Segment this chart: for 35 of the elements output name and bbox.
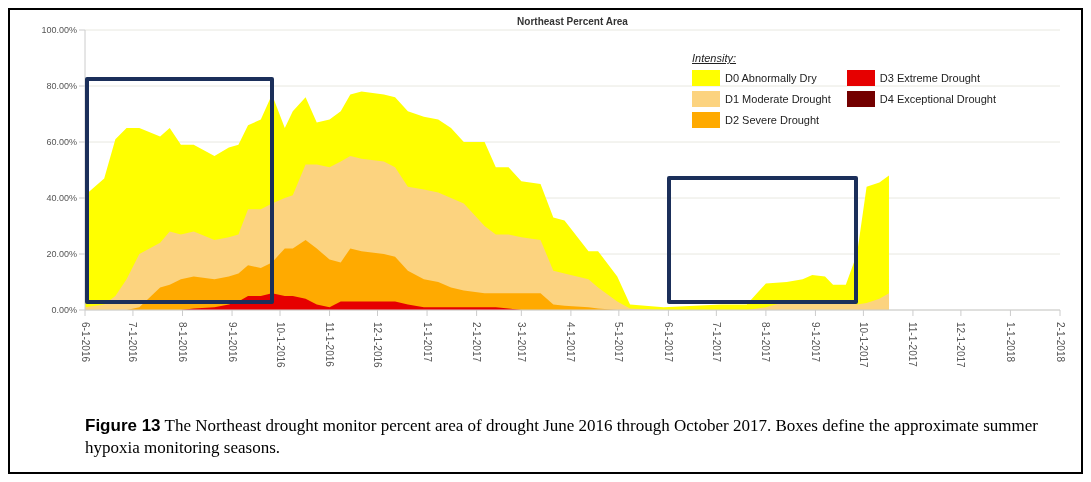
x-tick-label: 11-1-2017 (907, 322, 919, 368)
x-tick-label: 7-1-2017 (710, 322, 722, 363)
y-tick-label: 20.00% (46, 249, 77, 260)
y-tick-label: 100.00% (41, 25, 77, 36)
caption: Figure 13 (85, 416, 161, 435)
x-tick-label: 6-1-2017 (662, 322, 674, 363)
x-tick-label: 8-1-2017 (760, 322, 772, 363)
legend-label: D1 Moderate Drought (725, 93, 831, 105)
x-tick-label: 11-1-2016 (324, 322, 336, 368)
chart-title: Northeast Percent Area (516, 16, 629, 27)
x-tick-label: 12-1-2017 (955, 322, 967, 369)
x-tick-label: 5-1-2017 (613, 322, 625, 363)
y-tick-label: 60.00% (46, 137, 77, 148)
x-tick-label: 8-1-2016 (177, 322, 188, 363)
x-tick-label: 2-1-2018 (1054, 322, 1066, 363)
x-tick-label: 4-1-2017 (565, 322, 577, 363)
x-tick-label: 7-1-2016 (127, 322, 139, 363)
x-tick-label: 1-1-2018 (1004, 322, 1016, 363)
x-tick-label: 9-1-2016 (226, 322, 238, 363)
legend-label: D2 Severe Drought (725, 114, 820, 126)
x-tick-label: 1-1-2017 (421, 322, 433, 363)
x-tick-label: 9-1-2017 (809, 322, 821, 363)
legend-label: D3 Extreme Drought (879, 72, 981, 84)
x-tick-label: 6-1-2016 (79, 322, 91, 363)
legend-label: D0 Abnormally Dry (725, 72, 817, 84)
x-tick-label: 12-1-2016 (372, 322, 383, 369)
x-tick-label: 2-1-2017 (471, 322, 483, 363)
y-tick-label: 0.00% (51, 305, 77, 316)
legend-label: D4 Exceptional Drought (879, 93, 996, 105)
x-tick-label: 10-1-2016 (274, 322, 286, 369)
y-tick-label: 40.00% (46, 193, 77, 204)
x-tick-label: 10-1-2017 (857, 322, 869, 369)
legend-title: Intensity: (692, 52, 738, 64)
x-tick-label: 3-1-2017 (515, 322, 527, 363)
y-tick-label: 80.00% (46, 81, 77, 92)
